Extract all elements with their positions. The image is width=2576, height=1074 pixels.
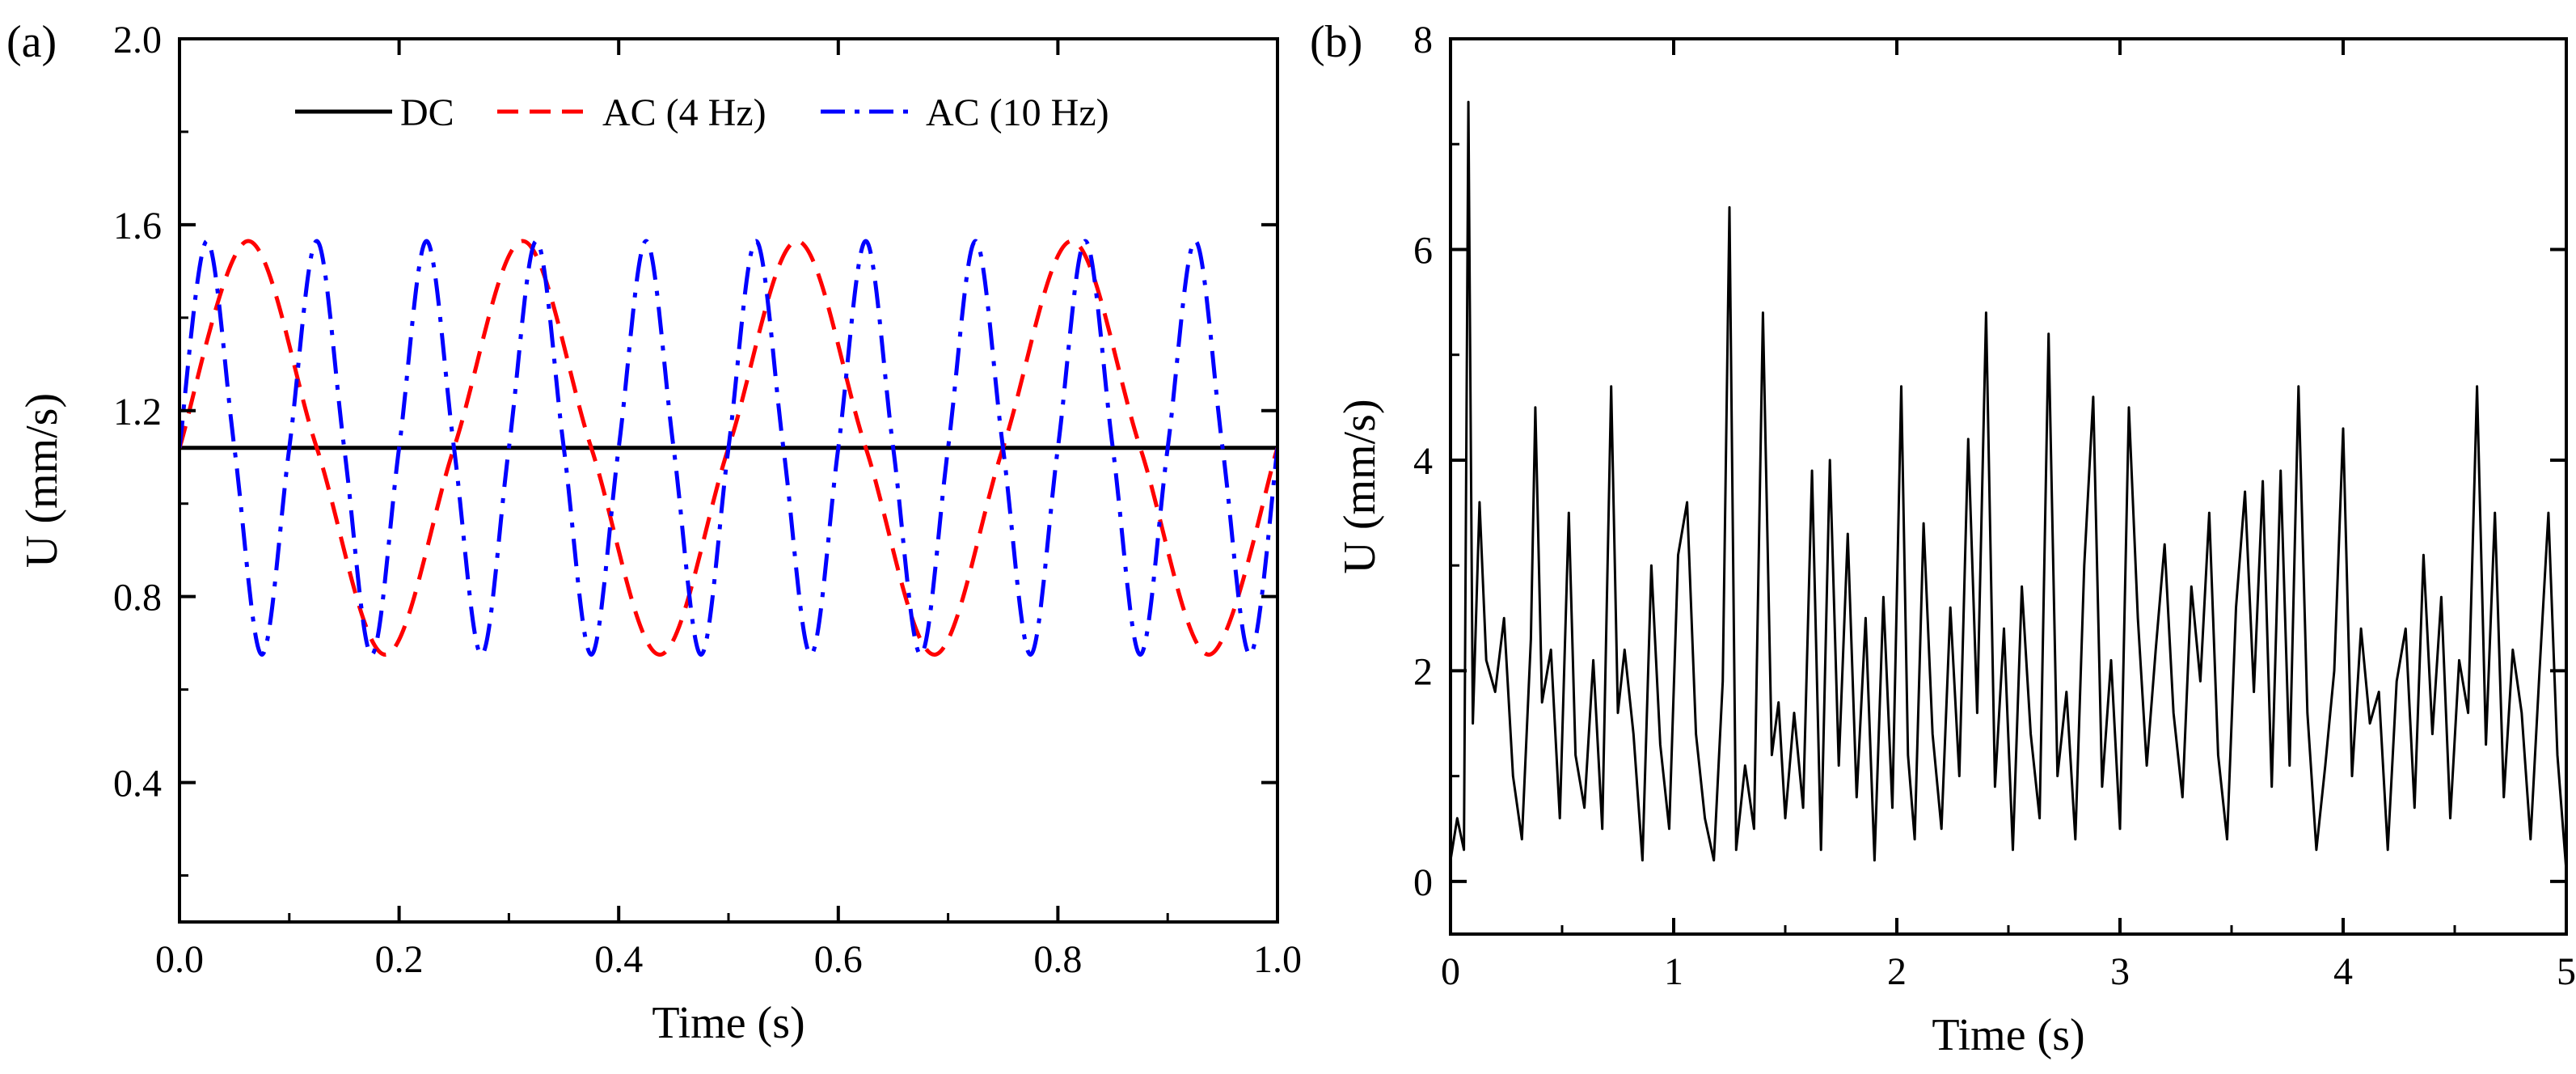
x-axis-title: Time (s): [1932, 1010, 2084, 1060]
plot-frame: [1449, 37, 2568, 936]
x-tick-label: 1.0: [1253, 938, 1302, 981]
series-line-u: [1451, 100, 2566, 872]
legend-label: DC: [400, 91, 454, 134]
legend: DC AC (4 Hz) AC (10 Hz): [295, 91, 1109, 134]
x-tick-label: 3: [2110, 950, 2130, 993]
x-tick-label: 0.0: [155, 938, 204, 981]
y-tick-label: 4: [1413, 440, 1433, 483]
y-axis-title: U (mm/s): [17, 393, 67, 568]
y-tick-label: 1.6: [113, 205, 162, 247]
y-tick-label: 2.0: [113, 19, 162, 61]
y-tick-label: 0.8: [113, 577, 162, 619]
y-tick-label: 8: [1413, 19, 1433, 61]
panel-label: (a): [6, 17, 57, 67]
x-tick-label: 1: [1664, 950, 1683, 993]
panel-a: (a) 0.0 0.2 0.4 0.6 0.8 1.0 0.4 0.8 1.2 1.6 2.0 Time…: [6, 17, 1302, 1048]
y-tick-label: 0.4: [113, 763, 162, 806]
x-tick-label: 0.4: [594, 938, 643, 981]
y-tick-label: 2: [1413, 650, 1433, 693]
x-tick-label: 0: [1441, 950, 1460, 993]
y-tick-label: 1.2: [113, 391, 162, 433]
x-tick-label: 2: [1887, 950, 1907, 993]
panel-b: (b) 0 1 2 3 4 5 0 2 4 6 8 Time (s) U (mm/s): [1310, 17, 2576, 1060]
x-axis-title: Time (s): [652, 998, 804, 1048]
y-axis-title: U (mm/s): [1335, 399, 1385, 573]
y-tick-label: 6: [1413, 229, 1433, 272]
x-tick-label: 5: [2557, 950, 2576, 993]
x-tick-label: 0.6: [814, 938, 863, 981]
x-tick-label: 4: [2333, 950, 2353, 993]
y-tick-label: 0: [1413, 861, 1433, 904]
legend-label: AC (10 Hz): [926, 91, 1109, 134]
panel-label: (b): [1310, 17, 1362, 67]
plot-frame: [178, 37, 1279, 924]
legend-label: AC (4 Hz): [602, 91, 766, 134]
x-tick-label: 0.2: [375, 938, 424, 981]
x-tick-label: 0.8: [1033, 938, 1082, 981]
series-line-ac-10-hz: [179, 239, 1277, 657]
